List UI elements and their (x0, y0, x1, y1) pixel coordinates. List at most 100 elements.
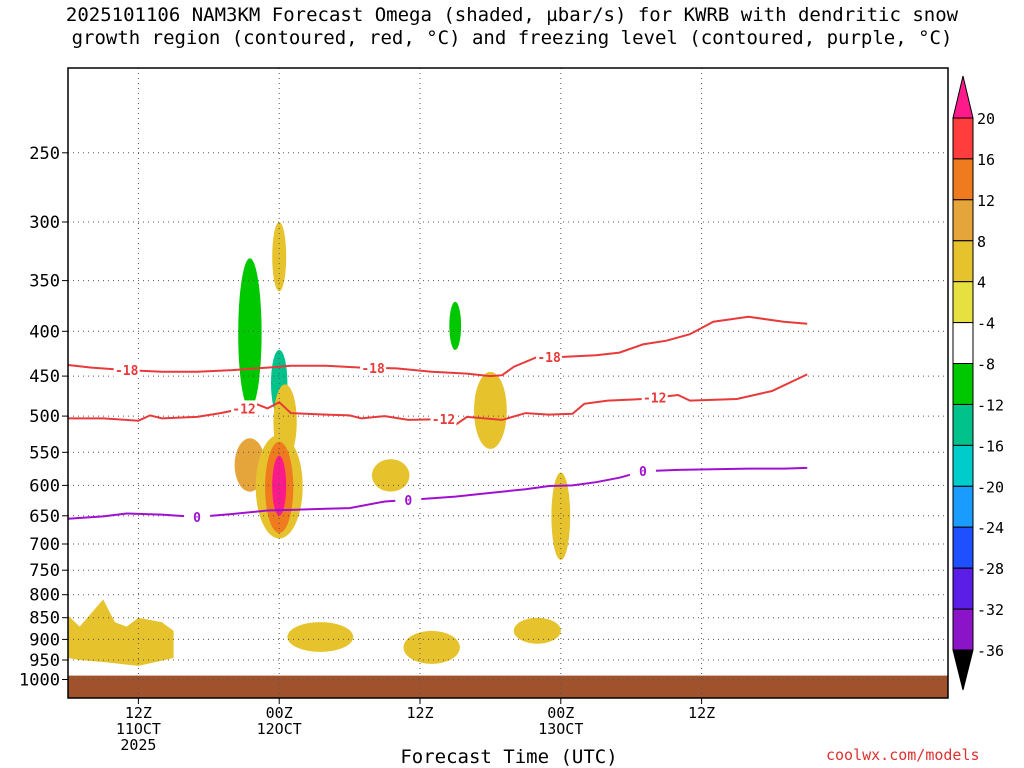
x-tick-label-h36-0: 12Z (406, 704, 433, 722)
colorbar-band-6 (952, 363, 974, 405)
omega-region-16 (272, 455, 287, 516)
colorbar-band-10 (952, 526, 974, 569)
colorbar-band-7 (952, 404, 974, 446)
x-tick-label-h48-0: 00Z (547, 704, 574, 722)
y-tick-label-400: 400 (29, 322, 60, 342)
colorbar-label-8: -16 (977, 437, 1004, 455)
axes: 2503003504004505005506006507007508008509… (19, 67, 949, 754)
x-tick-label-h60-0: 12Z (688, 704, 715, 722)
colorbar: 20 16 12 8 4 -4 -8 -12 -16 -20 -24 -28 -32 -36 (952, 75, 1004, 691)
chart-title: 2025101106 NAM3KM Forecast Omega (shaded… (0, 4, 1024, 50)
omega-region-low-level (68, 599, 174, 666)
contour-line-0 (67, 466, 808, 520)
contour-label-bg-2-1 (395, 491, 422, 508)
omega-region-8 (486, 544, 506, 623)
y-tick-label-350: 350 (29, 272, 60, 292)
x-tick-label-h12-0: 12Z (125, 704, 152, 722)
colorbar-band-12 (952, 608, 974, 651)
omega-region-18 (403, 630, 460, 664)
colorbar-label-0: 20 (977, 110, 995, 128)
omega-region-4 (371, 459, 410, 492)
contour-label-bg-0-2 (536, 349, 563, 365)
colorbar-arrow-bottom (952, 649, 974, 691)
colorbar-label-6: -8 (977, 356, 995, 374)
colorbar-label-5: -4 (977, 315, 995, 333)
colorbar-band-3 (952, 240, 974, 283)
y-tick-label-700: 700 (29, 535, 60, 555)
colorbar-band-5 (952, 322, 974, 365)
contour-line--12 (68, 373, 808, 427)
contour-label-bg-2-0 (184, 509, 211, 525)
omega-region-10 (551, 472, 571, 560)
omega-region-9 (551, 388, 571, 435)
contour-line--18 (67, 315, 808, 378)
contour-label-bg-0-1 (360, 359, 387, 376)
y-tick-label-900: 900 (29, 630, 60, 650)
colorbar-band-1 (952, 158, 974, 201)
y-tick-label-1000: 1000 (19, 671, 60, 691)
y-tick-label-750: 750 (29, 561, 60, 581)
contour-lines: -18 -18 -18 -12 -12 -12 0 0 0 (67, 315, 808, 526)
contour-label-bg-2-2 (629, 463, 656, 480)
colorbar-label-3: 8 (977, 233, 986, 251)
colorbar-label-11: -28 (977, 560, 1004, 578)
y-tick-label-950: 950 (29, 651, 60, 671)
contour-label-0-2: -18 (537, 351, 561, 366)
terrain-fill (68, 675, 948, 698)
colorbar-band-9 (952, 485, 974, 528)
contour-label-0-1: -18 (361, 362, 385, 377)
colorbar-label-7: -12 (977, 397, 1004, 415)
contour-label-bg-1-1 (430, 411, 457, 428)
x-tick-label-h12-1: 11OCT (116, 720, 161, 738)
contour-label-bg-1-2 (641, 389, 668, 406)
colorbar-band-4 (952, 281, 974, 324)
colorbar-label-1: 16 (977, 151, 995, 169)
x-tick-label-h24-1: 12OCT (257, 720, 302, 738)
contour-label-bg-1-0 (231, 400, 257, 417)
contour-label-2-1: 0 (404, 494, 412, 509)
y-tick-label-850: 850 (29, 609, 60, 629)
y-tick-label-800: 800 (29, 586, 60, 606)
site-credit[interactable]: coolwx.com/models (826, 746, 980, 764)
contour-label-bg-0-0 (113, 362, 140, 379)
contour-label-1-1: -12 (432, 413, 455, 428)
y-tick-label-650: 650 (29, 507, 60, 527)
omega-shading (68, 222, 571, 666)
grid-lines (68, 68, 948, 698)
colorbar-label-2: 12 (977, 192, 995, 210)
omega-region-6 (449, 301, 462, 350)
contour-label-2-0: 0 (193, 511, 201, 526)
omega-region-17 (287, 622, 354, 652)
omega-region-11 (272, 222, 287, 292)
colorbar-band-2 (952, 199, 974, 242)
colorbar-label-9: -20 (977, 478, 1004, 496)
contour-label-0-0: -18 (115, 364, 139, 379)
title-line-2: growth region (contoured, red, °C) and f… (71, 27, 953, 49)
terrain-band (68, 675, 948, 698)
colorbar-band-0 (952, 117, 974, 160)
contour-label-1-2: -12 (643, 392, 666, 407)
y-tick-label-450: 450 (29, 367, 60, 387)
y-tick-label-600: 600 (29, 476, 60, 496)
colorbar-label-12: -32 (977, 601, 1004, 619)
title-line-1: 2025101106 NAM3KM Forecast Omega (shaded… (65, 4, 959, 26)
omega-region-7 (474, 371, 507, 449)
contour-label-2-2: 0 (639, 465, 647, 480)
y-tick-label-500: 500 (29, 407, 60, 427)
colorbar-label-13: -36 (977, 642, 1004, 660)
omega-region-1 (238, 258, 262, 409)
y-tick-label-300: 300 (29, 213, 60, 233)
x-tick-label-h48-1: 13OCT (538, 720, 583, 738)
colorbar-arrow-top (952, 75, 974, 119)
y-tick-label-250: 250 (29, 144, 60, 164)
colorbar-label-10: -24 (977, 519, 1004, 537)
omega-region-19 (513, 617, 561, 644)
colorbar-band-8 (952, 444, 974, 487)
x-tick-label-h12-2: 2025 (120, 736, 156, 754)
plot-frame (67, 67, 949, 699)
contour-label-1-0: -12 (232, 402, 255, 417)
colorbar-band-11 (952, 567, 974, 610)
x-tick-label-h24-0: 00Z (266, 704, 293, 722)
colorbar-label-4: 4 (977, 274, 986, 292)
